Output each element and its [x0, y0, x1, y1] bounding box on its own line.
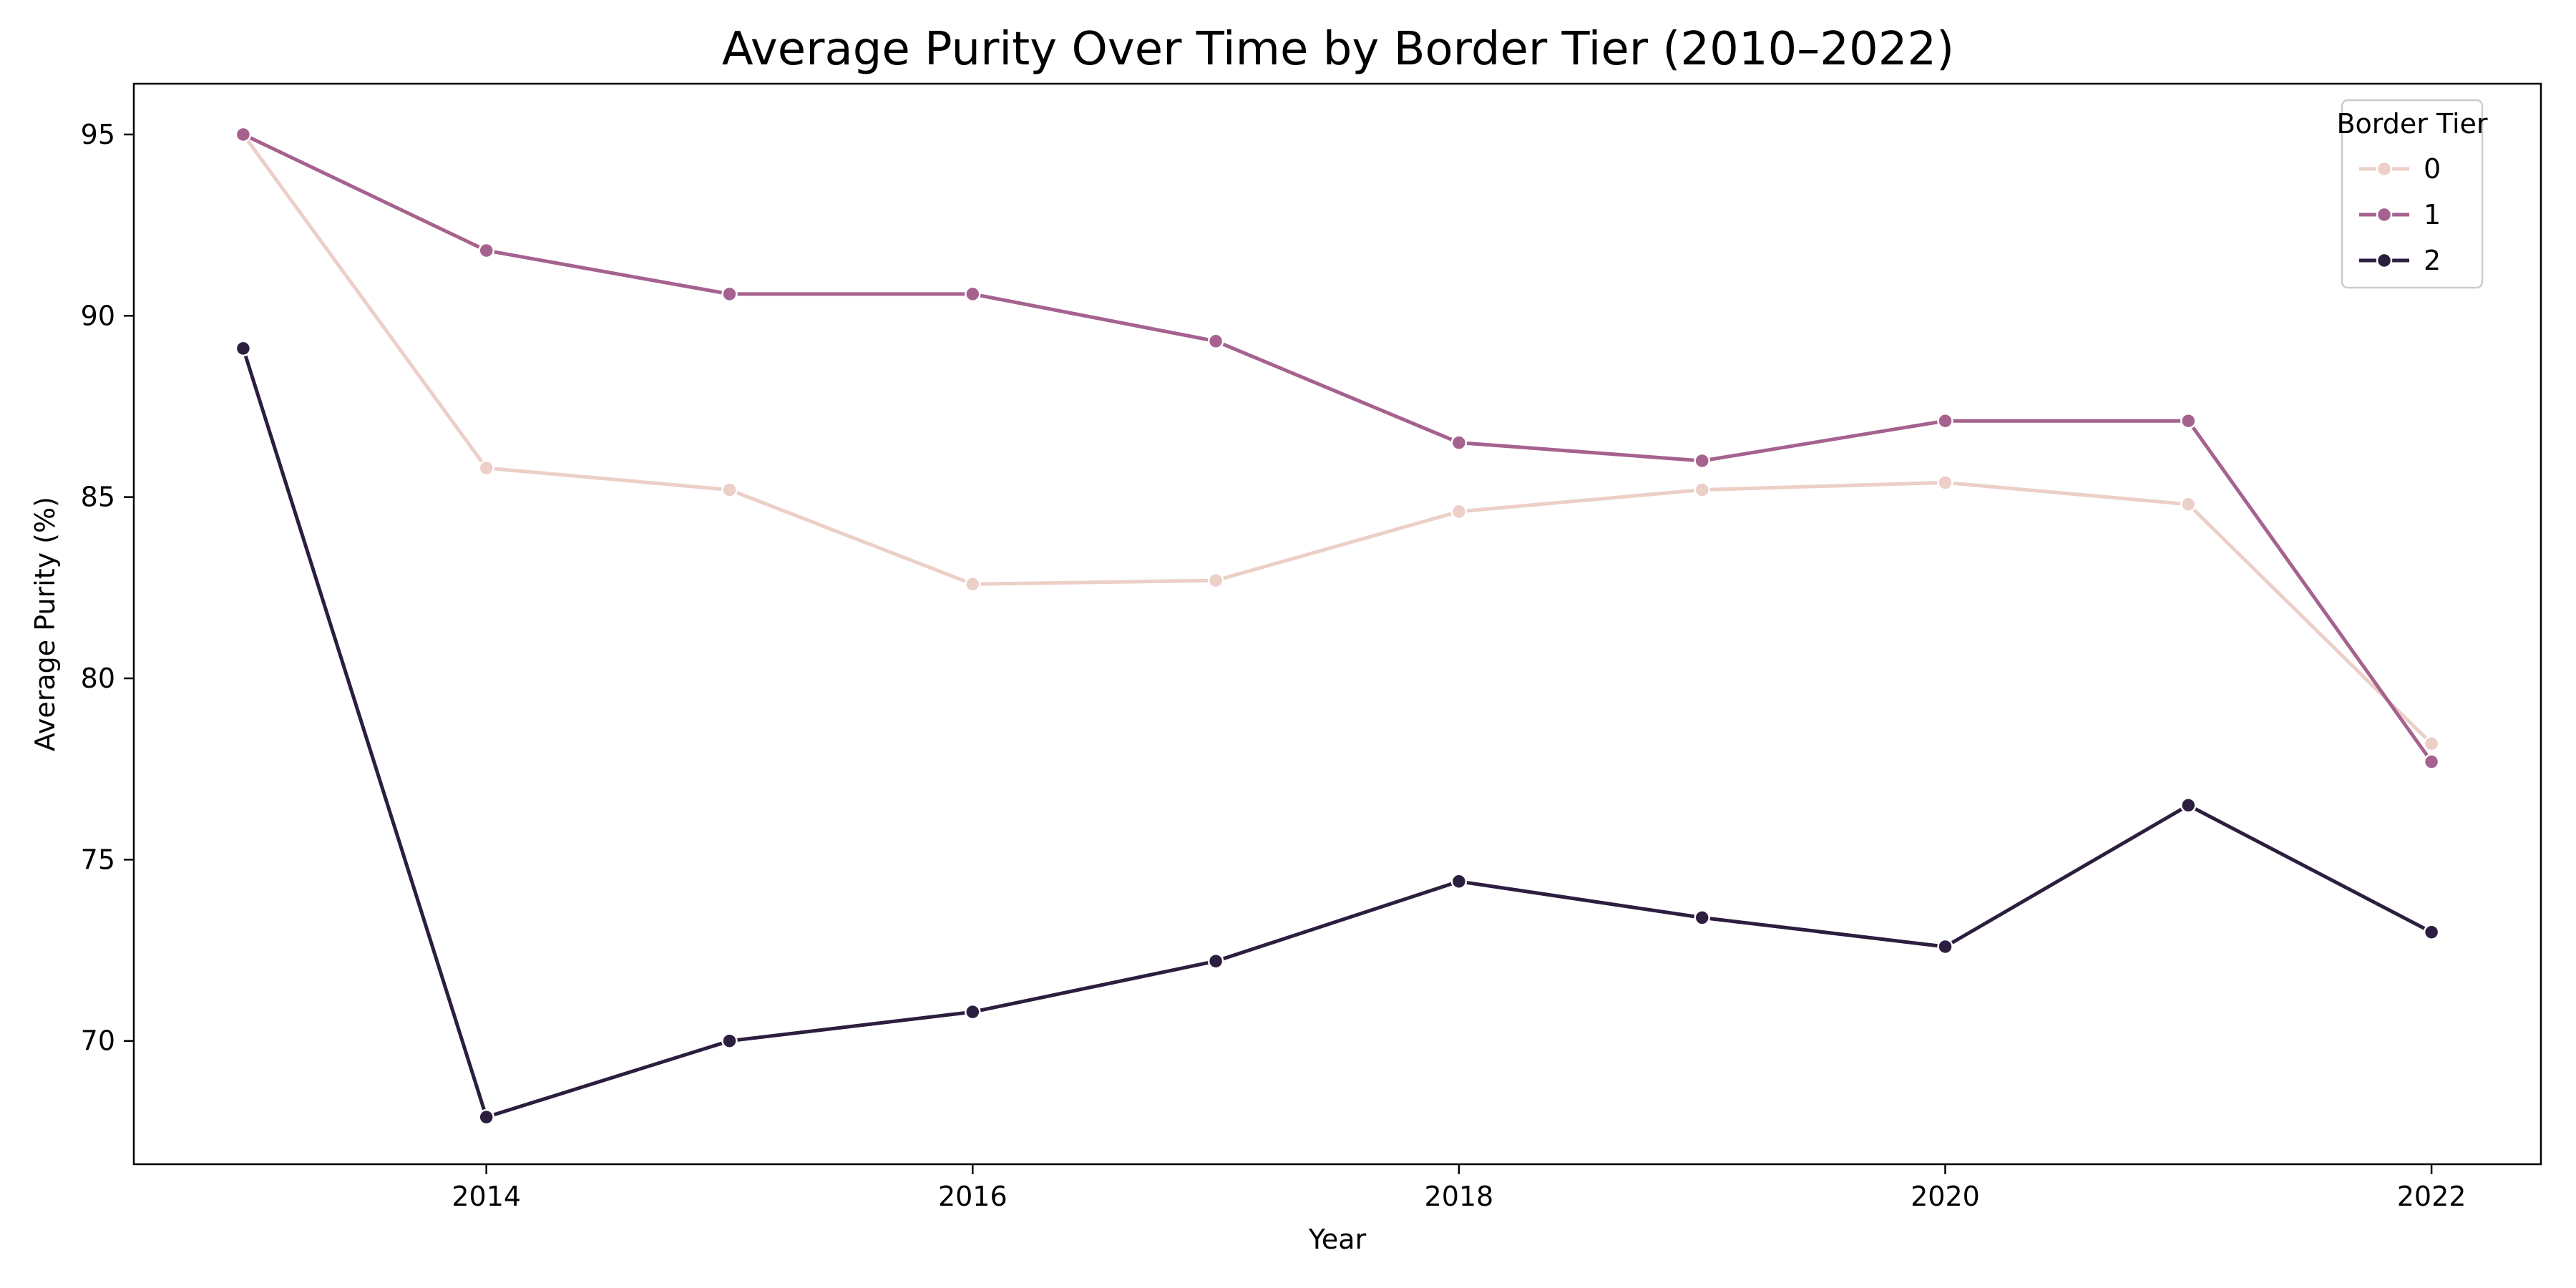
x-tick-label: 2016 — [938, 1181, 1008, 1212]
data-point — [965, 576, 981, 592]
y-tick-label: 90 — [81, 300, 115, 331]
data-point — [1937, 474, 1953, 491]
data-point — [965, 286, 981, 303]
legend-label: 0 — [2424, 153, 2441, 185]
y-tick-label: 75 — [81, 844, 115, 875]
legend-item-2: 2 — [2359, 245, 2441, 276]
legend-label: 2 — [2424, 245, 2441, 276]
data-point — [1937, 938, 1953, 955]
legend-item-0: 0 — [2359, 153, 2441, 185]
x-axis: 2014 2016 2018 2020 2022 — [452, 1164, 2466, 1212]
data-point — [1450, 503, 1468, 520]
data-point — [1694, 452, 1710, 469]
plot-area — [235, 126, 2440, 1126]
chart-title: Average Purity Over Time by Border Tier … — [722, 23, 1954, 76]
x-axis-label: Year — [1308, 1224, 1367, 1255]
data-point — [2423, 924, 2440, 940]
series-1 — [235, 126, 2440, 770]
data-point — [478, 459, 494, 477]
data-point — [235, 340, 252, 357]
data-point — [1450, 873, 1468, 890]
plot-frame — [132, 82, 2542, 1166]
series-2 — [235, 340, 2440, 1126]
data-point — [478, 242, 494, 259]
x-tick-label: 2020 — [1911, 1181, 1980, 1212]
series-0 — [235, 126, 2440, 752]
y-axis-label: Average Purity (%) — [29, 497, 61, 751]
x-tick-label: 2022 — [2397, 1181, 2467, 1212]
y-axis: 70 75 80 85 90 95 — [81, 119, 134, 1057]
data-point — [1937, 412, 1953, 429]
data-point — [2423, 753, 2440, 770]
y-tick-label: 70 — [81, 1025, 115, 1057]
data-point — [2180, 496, 2197, 513]
data-point — [235, 126, 252, 143]
data-point — [965, 1003, 981, 1020]
data-point — [2180, 797, 2197, 814]
data-point — [1694, 482, 1710, 498]
legend-box — [2341, 99, 2484, 289]
series-line — [241, 348, 2433, 1119]
legend-item-1: 1 — [2359, 199, 2441, 230]
data-point — [721, 286, 738, 303]
legend-marker — [2376, 160, 2393, 177]
legend: Border Tier 0 1 2 — [2336, 99, 2488, 289]
data-point — [2180, 412, 2197, 429]
data-point — [478, 1108, 494, 1126]
data-point — [721, 482, 738, 498]
legend-label: 1 — [2424, 199, 2441, 230]
x-tick-label: 2014 — [452, 1181, 521, 1212]
data-point — [1207, 952, 1224, 970]
legend-items: 0 1 2 — [2359, 153, 2441, 276]
series-line — [242, 132, 2434, 763]
y-tick-label: 95 — [81, 119, 115, 150]
series-line — [241, 133, 2433, 745]
y-tick-label: 85 — [81, 482, 115, 513]
data-point — [1207, 572, 1224, 589]
legend-marker — [2376, 252, 2393, 269]
data-point — [1207, 333, 1224, 350]
legend-title: Border Tier — [2336, 108, 2487, 140]
data-point — [721, 1033, 738, 1049]
data-point — [1694, 909, 1710, 926]
data-point — [1450, 434, 1468, 451]
legend-marker — [2376, 206, 2393, 223]
y-tick-label: 80 — [81, 663, 115, 694]
x-tick-label: 2018 — [1425, 1181, 1494, 1212]
data-point — [2423, 735, 2440, 752]
